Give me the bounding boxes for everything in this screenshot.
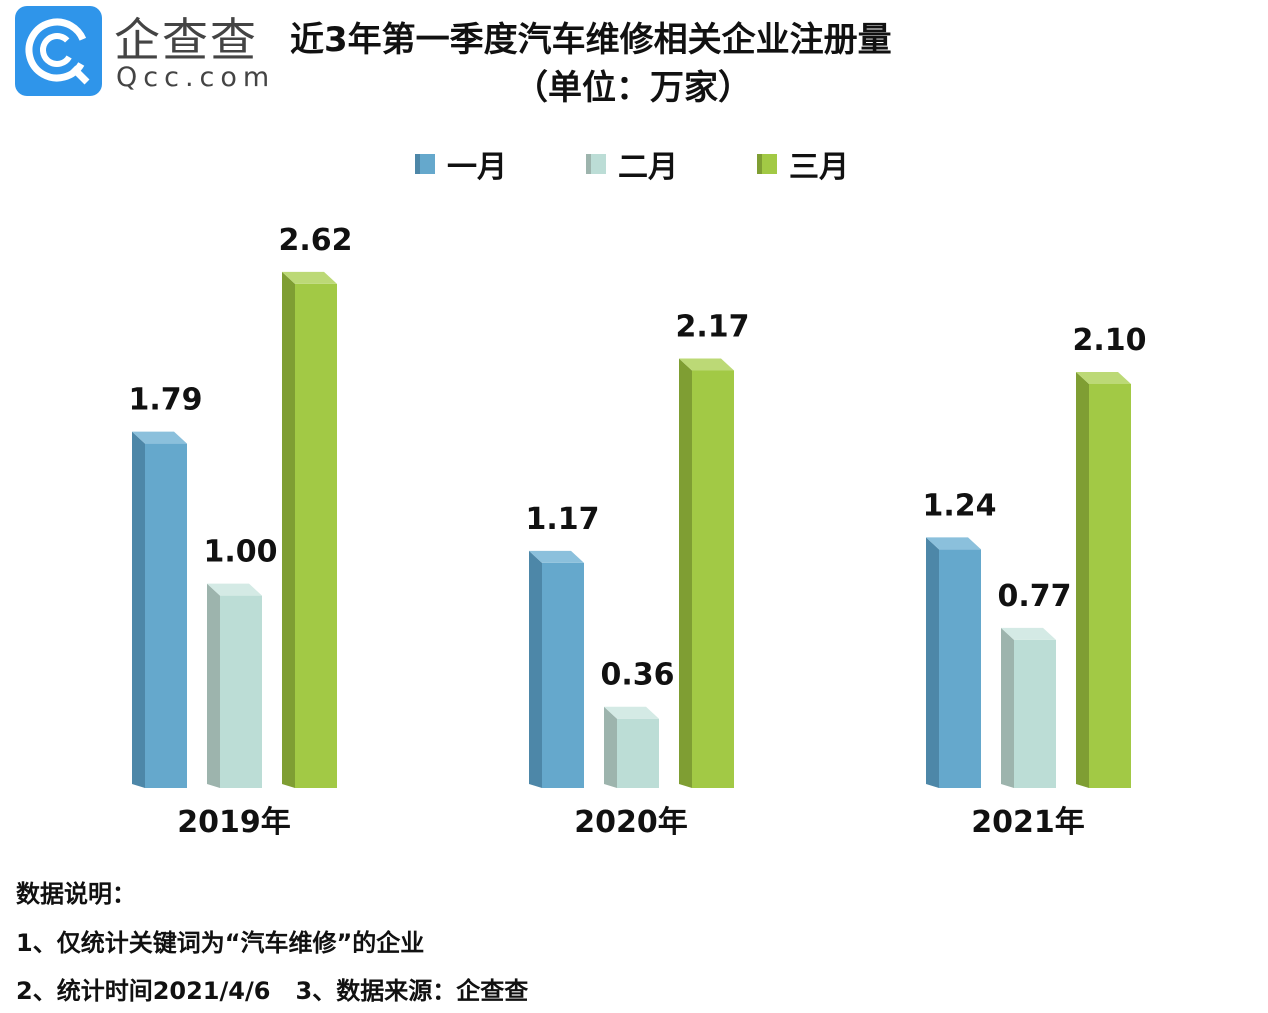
- bar-side: [132, 431, 145, 788]
- data-label: 1.00: [203, 535, 277, 570]
- note-1: 1、仅统计关键词为“汽车维修”的企业: [16, 929, 425, 957]
- legend-swatch: [586, 154, 606, 174]
- bar-side: [1076, 371, 1089, 788]
- bar-top: [529, 550, 584, 563]
- x-tick-label: 2021年: [971, 805, 1085, 840]
- data-label: 1.17: [525, 502, 599, 537]
- bar-top: [132, 431, 187, 444]
- bar-top: [604, 706, 659, 719]
- bar-top: [1001, 627, 1056, 640]
- bar: [295, 283, 337, 788]
- bar-top: [926, 537, 981, 550]
- bar: [542, 562, 584, 788]
- note-2: 2、统计时间2021/4/6 3、数据来源：企查查: [16, 977, 529, 1005]
- bar-side: [604, 706, 617, 788]
- bar-side: [282, 271, 295, 788]
- notes-heading: 数据说明：: [16, 880, 136, 908]
- bar: [692, 370, 734, 788]
- bar: [220, 595, 262, 788]
- data-label: 0.36: [600, 658, 674, 693]
- legend-label: 二月: [618, 150, 678, 185]
- bar-top: [282, 271, 337, 284]
- bar-top: [207, 583, 262, 596]
- data-label: 1.24: [922, 488, 996, 523]
- chart-subtitle: （单位：万家）: [514, 68, 752, 108]
- logo-text: 企查查: [114, 13, 258, 67]
- logo-domain: Qcc.com: [116, 62, 276, 93]
- legend-label: 一月: [447, 150, 507, 185]
- bar-chart: 1.79 1.00 2.62 2019年 1.17 0.36 2.17 2020年 1.24 0.…: [128, 223, 1146, 840]
- bar-side: [926, 537, 939, 788]
- data-label: 1.79: [128, 383, 202, 418]
- bar-side: [207, 583, 220, 788]
- bar: [1089, 383, 1131, 788]
- x-tick-label: 2020年: [574, 805, 688, 840]
- bar: [1014, 639, 1056, 788]
- bar: [145, 443, 187, 788]
- data-label: 2.62: [278, 223, 352, 258]
- x-tick-label: 2019年: [177, 805, 291, 840]
- legend-label: 三月: [789, 150, 849, 185]
- bar: [617, 718, 659, 788]
- bar-top: [1076, 371, 1131, 384]
- bar-side: [679, 358, 692, 788]
- data-label: 2.10: [1072, 323, 1146, 358]
- logo-icon: [15, 6, 102, 96]
- bar: [939, 549, 981, 788]
- chart-title: 近3年第一季度汽车维修相关企业注册量: [290, 20, 892, 60]
- data-label: 0.77: [997, 579, 1071, 614]
- bar-side: [1001, 627, 1014, 788]
- bar-side: [529, 550, 542, 788]
- data-label: 2.17: [675, 309, 749, 344]
- legend-swatch: [415, 154, 435, 174]
- legend-item-jan: 一月: [415, 142, 507, 186]
- legend-swatch: [757, 154, 777, 174]
- legend-item-feb: 二月: [586, 142, 678, 186]
- bar-top: [679, 358, 734, 371]
- legend-item-mar: 三月: [757, 142, 849, 186]
